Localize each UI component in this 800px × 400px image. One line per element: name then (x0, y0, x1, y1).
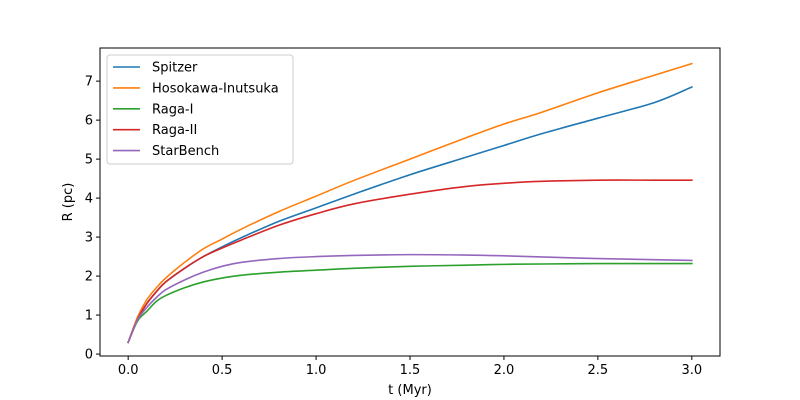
legend-box (106, 54, 294, 165)
y-tick-label: 1 (85, 309, 93, 324)
legend-label-raga-i: Raga-I (152, 102, 193, 117)
x-tick-label: 1.0 (306, 363, 327, 378)
y-tick-label: 7 (85, 75, 93, 90)
y-tick-label: 0 (85, 348, 93, 363)
x-tick-label: 2.5 (588, 363, 609, 378)
y-tick-label: 2 (85, 270, 93, 285)
x-axis-label: t (Myr) (388, 383, 432, 398)
y-tick-label: 3 (85, 231, 93, 246)
series-lines (127, 62, 693, 344)
x-tick-label: 0.0 (118, 363, 139, 378)
y-tick-label: 6 (85, 114, 93, 129)
y-tick-label: 5 (85, 153, 93, 168)
x-tick-label: 3.0 (681, 363, 702, 378)
y-axis-label: R (pc) (61, 183, 76, 222)
series-line-hosokawa-inutsuka (127, 62, 693, 344)
series-line-raga-ii (127, 179, 693, 344)
legend-label-starbench: StarBench (152, 144, 219, 159)
series-line-starbench (127, 253, 693, 344)
legend-label-spitzer: Spitzer (152, 61, 198, 76)
legend-label-hosokawa-inutsuka: Hosokawa-Inutsuka (152, 81, 279, 96)
y-tick-label: 4 (85, 192, 93, 207)
legend-label-raga-ii: Raga-II (152, 123, 197, 138)
x-tick-label: 1.5 (400, 363, 421, 378)
x-tick-label: 0.5 (212, 363, 233, 378)
x-axis-ticks: 0.0 0.5 1.0 1.5 2.0 2.5 3.0 (118, 356, 702, 378)
plot-area (99, 47, 721, 357)
series-line-raga-i (127, 262, 693, 344)
x-tick-label: 2.0 (494, 363, 515, 378)
legend: Spitzer Hosokawa-Inutsuka Raga-I Raga-II Sta… (106, 54, 294, 165)
y-axis-ticks: 0 1 2 3 4 5 6 7 (85, 75, 100, 363)
